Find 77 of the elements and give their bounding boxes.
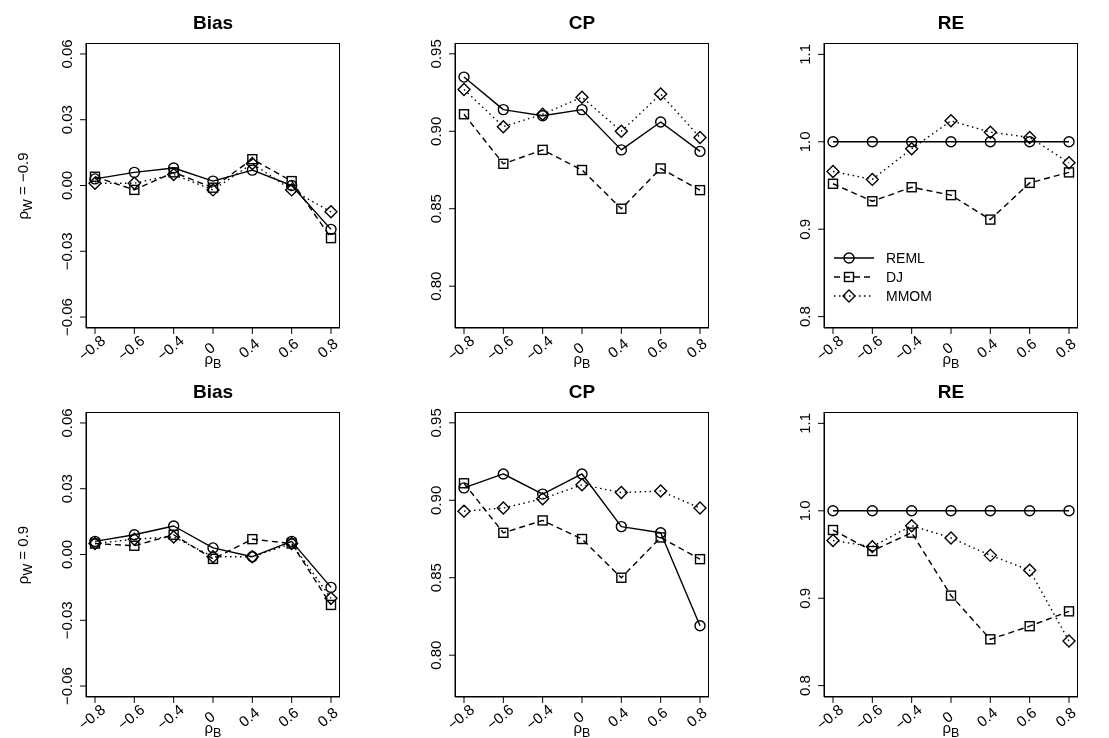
x-tick-label: 0.6: [274, 703, 302, 730]
x-tick-label: 0.6: [643, 334, 671, 361]
y-tick-label: 0.9: [796, 218, 813, 240]
x-tick-label: −0.4: [522, 331, 556, 364]
x-tick-label: −0.6: [851, 331, 886, 364]
y-tick-label: 0.8: [796, 675, 813, 697]
x-tick-label: −0.4: [891, 700, 925, 733]
y-tick-label: 0.9: [796, 587, 813, 609]
y-tick-label: 0.80: [427, 640, 444, 670]
y-tick-label: 1.0: [796, 131, 813, 153]
x-tick-label: −0.8: [443, 700, 478, 733]
x-tick-label: −0.8: [443, 331, 478, 364]
x-tick-label: 0: [200, 338, 219, 357]
x-tick-label: 0.4: [235, 334, 263, 361]
x-tick-label: 0.6: [1012, 703, 1040, 730]
x-tick-label: 0: [938, 338, 957, 357]
y-tick-label: 1.1: [796, 412, 813, 434]
x-tick-label: −0.8: [812, 700, 847, 733]
y-tick-label: 0.90: [427, 485, 444, 515]
x-tick-label: 0.4: [604, 334, 632, 361]
legend-label: REML: [886, 249, 925, 266]
chart-title: RE: [936, 12, 966, 34]
y-tick-label: 0.8: [796, 306, 813, 328]
y-tick-label: 1.1: [796, 43, 813, 65]
x-tick-label: −0.8: [812, 331, 847, 364]
y-tick-label: 0.85: [427, 563, 444, 593]
y-tick-label: −0.03: [58, 232, 75, 271]
x-tick-label: 0.6: [1012, 334, 1040, 361]
x-tick-label: −0.6: [113, 331, 148, 364]
y-tick-label: 0.03: [58, 474, 75, 504]
chart-title: RE: [936, 381, 966, 403]
x-tick-label: −0.4: [522, 700, 556, 733]
y-tick-label: 0.80: [427, 271, 444, 301]
x-tick-label: −0.6: [482, 331, 517, 364]
x-tick-label: 0.4: [973, 703, 1001, 730]
chart-title: Bias: [191, 12, 235, 34]
x-tick-label: −0.4: [153, 331, 187, 364]
chart-title: CP: [567, 12, 597, 34]
y-tick-label: −0.03: [58, 601, 75, 640]
x-tick-label: 0.8: [1052, 703, 1079, 730]
x-tick-label: 0.6: [274, 334, 302, 361]
x-tick-label: 0: [569, 707, 588, 726]
x-tick-label: −0.6: [113, 700, 148, 733]
y-tick-label: 1.0: [796, 500, 813, 522]
chart-title: Bias: [191, 381, 235, 403]
y-tick-label: 0.03: [58, 105, 75, 135]
x-tick-label: 0.4: [604, 703, 632, 730]
x-tick-label: 0.8: [1052, 334, 1079, 361]
x-tick-label: 0.6: [643, 703, 671, 730]
x-tick-label: 0.4: [973, 334, 1001, 361]
legend-label: MMOM: [886, 287, 932, 304]
x-tick-label: −0.4: [891, 331, 925, 364]
x-tick-label: −0.6: [482, 700, 517, 733]
x-tick-label: 0.8: [314, 703, 341, 730]
y-tick-label: 0.95: [427, 39, 444, 69]
y-tick-label: 0.95: [427, 408, 444, 438]
y-tick-label: 0.06: [58, 408, 75, 438]
x-tick-label: 0: [569, 338, 588, 357]
y-tick-label: 0.06: [58, 39, 75, 69]
legend-label: DJ: [886, 268, 904, 285]
x-tick-label: −0.4: [153, 700, 187, 733]
x-tick-label: 0.8: [683, 703, 710, 730]
y-tick-label: 0.00: [58, 170, 75, 201]
x-tick-label: 0: [938, 707, 957, 726]
y-tick-label: −0.06: [58, 667, 75, 706]
y-tick-label: 0.00: [58, 539, 75, 570]
x-tick-label: 0: [200, 707, 219, 726]
x-tick-label: −0.8: [74, 331, 109, 364]
x-tick-label: −0.6: [851, 700, 886, 733]
y-tick-label: 0.85: [427, 194, 444, 224]
x-tick-label: 0.8: [683, 334, 710, 361]
x-tick-label: 0.8: [314, 334, 341, 361]
y-tick-label: −0.06: [58, 298, 75, 337]
chart-title: CP: [567, 381, 597, 403]
y-tick-label: 0.90: [427, 116, 444, 146]
x-tick-label: −0.8: [74, 700, 109, 733]
x-tick-label: 0.4: [235, 703, 263, 730]
